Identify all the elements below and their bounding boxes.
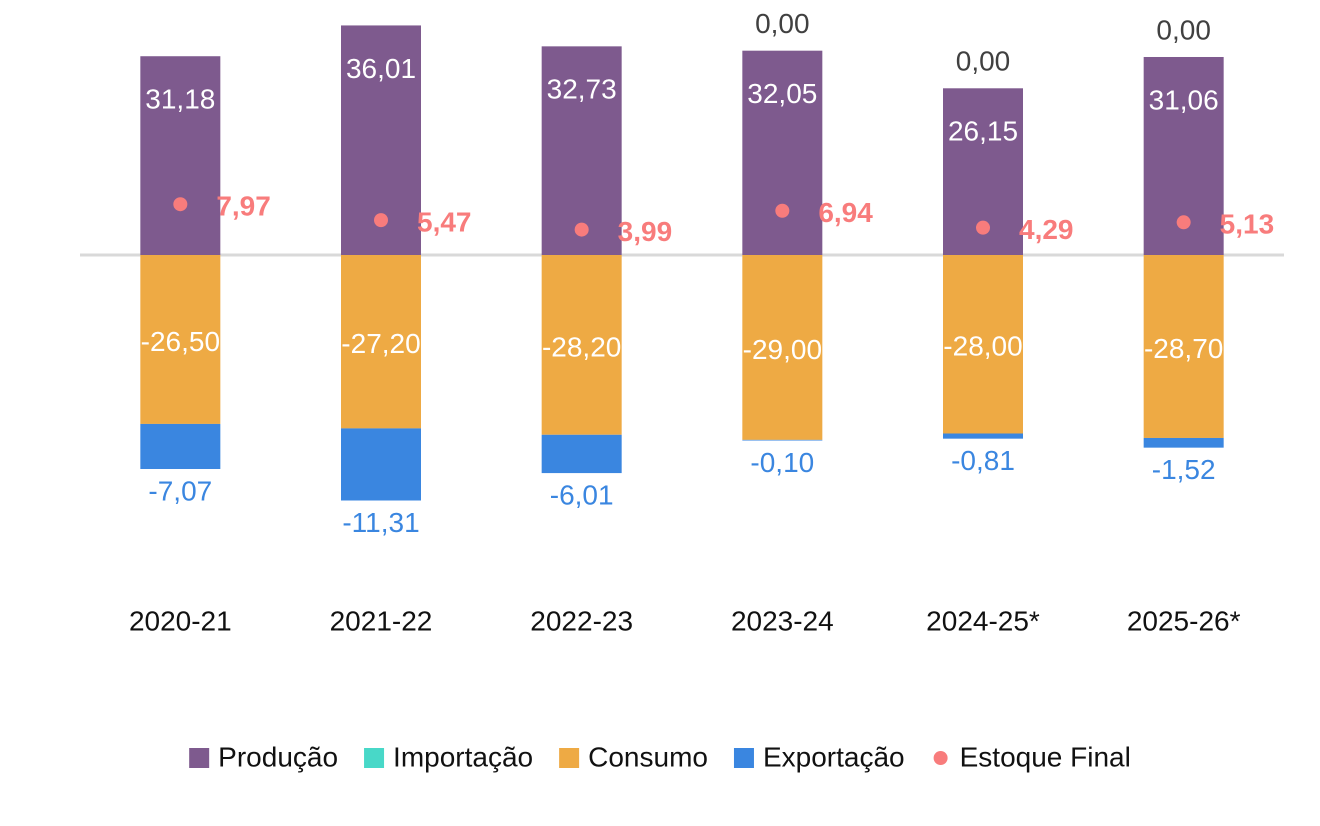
data-label: 0,00 — [956, 46, 1011, 77]
bar-segment — [341, 255, 421, 429]
data-label: 31,18 — [145, 84, 215, 115]
bar-segment — [541, 434, 622, 474]
data-label: 0,00 — [1156, 14, 1211, 45]
bar-segment — [140, 423, 221, 470]
x-tick-label: 2023-24 — [731, 605, 834, 636]
stock-dot — [1176, 215, 1191, 230]
bar-segment — [1143, 255, 1224, 438]
legend-marker — [933, 751, 948, 765]
bar-segment — [140, 255, 221, 424]
bar-segment — [541, 46, 622, 255]
x-tick-label: 2024-25* — [926, 605, 1040, 636]
data-label: 32,05 — [747, 78, 817, 109]
data-label: 36,01 — [346, 53, 416, 84]
data-label: 0,00 — [755, 8, 810, 39]
data-label: -1,52 — [1152, 454, 1216, 485]
data-label: 5,47 — [417, 207, 472, 238]
data-label: -6,01 — [550, 479, 614, 510]
data-label: -28,70 — [1144, 333, 1223, 364]
bar-segment — [943, 255, 1023, 434]
bar-segment — [742, 255, 823, 440]
data-label: -29,00 — [743, 334, 822, 365]
data-label: 5,13 — [1220, 209, 1275, 240]
bar-segment — [541, 255, 622, 435]
data-label: 32,73 — [547, 74, 617, 105]
bar-segment — [140, 56, 221, 255]
bar-segment — [943, 433, 1023, 439]
bar-segment — [742, 439, 823, 441]
legend-label: Estoque Final — [960, 741, 1131, 772]
bar-segment — [1143, 437, 1224, 448]
data-label: 26,15 — [948, 116, 1018, 147]
data-label: 3,99 — [618, 216, 673, 247]
data-label: -26,50 — [141, 326, 220, 357]
x-tick-label: 2020-21 — [129, 605, 232, 636]
legend-label: Importação — [393, 741, 533, 772]
data-label: -27,20 — [341, 328, 420, 359]
data-label: 7,97 — [216, 191, 270, 222]
data-label: -0,81 — [951, 445, 1015, 476]
legend-label: Produção — [218, 741, 338, 772]
data-label: -28,20 — [542, 331, 621, 362]
x-tick-label: 2022-23 — [530, 605, 633, 636]
legend-marker — [189, 748, 210, 768]
data-label: -0,10 — [750, 447, 814, 478]
legend-marker — [733, 748, 754, 768]
stock-dot — [976, 220, 990, 235]
data-label: -28,00 — [943, 331, 1022, 362]
data-label: -11,31 — [342, 507, 419, 538]
data-label: -7,07 — [148, 475, 212, 506]
x-tick-label: 2021-22 — [330, 605, 433, 636]
bar-segment — [341, 428, 421, 501]
legend-label: Exportação — [763, 741, 905, 772]
bar-segment — [742, 50, 823, 256]
stock-dot — [574, 222, 589, 237]
data-label: 31,06 — [1149, 84, 1219, 115]
data-label: 6,94 — [818, 197, 873, 228]
legend-marker — [364, 748, 385, 768]
legend-marker — [559, 748, 580, 768]
stock-dot — [374, 213, 388, 228]
stock-dot — [775, 203, 790, 218]
x-tick-label: 2025-26* — [1127, 605, 1241, 636]
legend-label: Consumo — [588, 741, 708, 772]
stock-dot — [173, 197, 188, 212]
data-label: 4,29 — [1019, 214, 1074, 245]
